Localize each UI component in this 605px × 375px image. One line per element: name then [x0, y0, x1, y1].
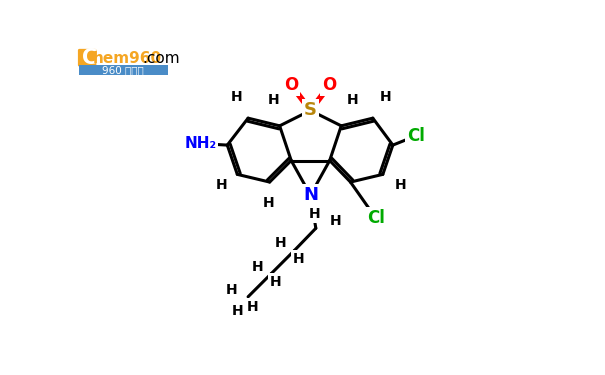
Text: N: N — [303, 186, 318, 204]
Text: H: H — [329, 213, 341, 228]
FancyBboxPatch shape — [78, 49, 96, 66]
Text: S: S — [304, 102, 317, 120]
Text: H: H — [267, 93, 280, 108]
Text: NH₂: NH₂ — [185, 136, 217, 151]
Text: hem960: hem960 — [93, 51, 162, 66]
Text: H: H — [247, 300, 258, 314]
Text: H: H — [309, 207, 320, 221]
Text: H: H — [379, 90, 391, 104]
Text: H: H — [347, 93, 359, 108]
Text: .com: .com — [143, 51, 180, 66]
Text: Cl: Cl — [367, 209, 385, 227]
Text: H: H — [231, 90, 243, 104]
Text: H: H — [394, 178, 407, 192]
Bar — [79, 65, 168, 75]
Text: C: C — [82, 48, 97, 68]
Text: H: H — [275, 236, 286, 250]
Text: H: H — [232, 304, 243, 318]
Text: H: H — [263, 196, 274, 210]
Text: O: O — [322, 76, 337, 94]
Text: H: H — [225, 283, 237, 297]
Text: H: H — [216, 178, 227, 192]
Text: H: H — [270, 275, 281, 289]
Text: Cl: Cl — [407, 127, 425, 145]
Text: H: H — [293, 252, 305, 266]
Text: 960 化工网: 960 化工网 — [102, 65, 144, 75]
Text: O: O — [284, 76, 298, 94]
Text: H: H — [252, 260, 263, 274]
